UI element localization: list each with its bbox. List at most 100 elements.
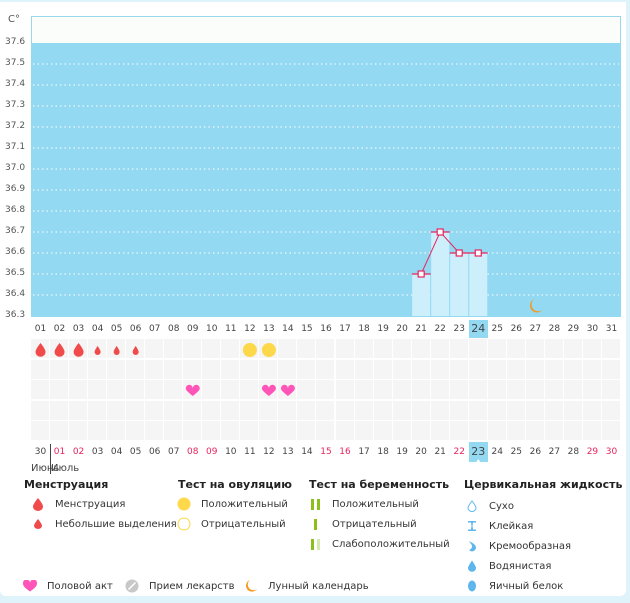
grid-cell[interactable] (259, 380, 278, 399)
grid-cell[interactable] (411, 359, 430, 379)
calendar-date-label[interactable]: 04 (110, 447, 123, 457)
grid-cell[interactable] (563, 400, 582, 420)
cycle-day-label[interactable]: 20 (396, 324, 408, 334)
cycle-day-label[interactable]: 12 (244, 324, 256, 334)
grid-cell[interactable] (411, 421, 430, 440)
cycle-day-label[interactable]: 31 (605, 324, 618, 334)
grid-cell[interactable] (183, 421, 202, 440)
grid-cell[interactable] (487, 421, 506, 440)
grid-cell[interactable] (202, 380, 221, 399)
cycle-day-label[interactable]: 16 (320, 324, 332, 334)
grid-cell[interactable] (487, 359, 506, 379)
grid-cell[interactable] (297, 359, 316, 379)
grid-cell[interactable] (335, 339, 354, 358)
grid-cell[interactable] (164, 400, 183, 420)
cycle-day-label[interactable]: 10 (206, 324, 218, 334)
grid-cell[interactable] (202, 359, 221, 379)
grid-cell[interactable] (354, 359, 373, 379)
grid-cell[interactable] (316, 421, 335, 440)
grid-cell[interactable] (373, 421, 392, 440)
grid-cell[interactable] (525, 400, 544, 420)
grid-cell[interactable] (183, 380, 202, 399)
calendar-date-label[interactable]: 22 (453, 447, 465, 457)
grid-cell[interactable] (240, 400, 259, 420)
cycle-day-label[interactable]: 04 (91, 324, 104, 334)
grid-cell[interactable] (544, 421, 563, 440)
calendar-date-label[interactable]: 01 (53, 447, 66, 457)
calendar-date-label[interactable]: 30 (605, 447, 618, 457)
grid-cell[interactable] (544, 400, 563, 420)
grid-cell[interactable] (221, 400, 240, 420)
grid-cell[interactable] (107, 359, 126, 379)
grid-cell[interactable] (506, 421, 525, 440)
grid-cell[interactable] (563, 359, 582, 379)
grid-cell[interactable] (392, 339, 411, 358)
grid-cell[interactable] (88, 359, 107, 379)
grid-cell[interactable] (69, 380, 88, 399)
grid-cell[interactable] (525, 380, 544, 399)
grid-cell[interactable] (335, 421, 354, 440)
calendar-date-label[interactable]: 28 (567, 447, 580, 457)
calendar-date-label[interactable]: 07 (167, 447, 180, 457)
grid-cell[interactable] (69, 421, 88, 440)
grid-cell[interactable] (582, 400, 601, 420)
grid-cell[interactable] (240, 359, 259, 379)
grid-cell[interactable] (88, 339, 107, 358)
grid-cell[interactable] (354, 339, 373, 358)
cycle-day-label[interactable]: 30 (586, 324, 599, 334)
grid-cell[interactable] (107, 421, 126, 440)
grid-cell[interactable] (31, 339, 49, 358)
grid-cell[interactable] (544, 339, 563, 358)
grid-cell[interactable] (31, 380, 49, 399)
grid-cell[interactable] (145, 359, 164, 379)
cycle-day-label[interactable]: 05 (110, 324, 123, 334)
grid-cell[interactable] (601, 421, 620, 440)
cycle-day-label[interactable]: 26 (510, 324, 523, 334)
grid-cell[interactable] (468, 359, 487, 379)
grid-cell[interactable] (164, 380, 183, 399)
calendar-date-label[interactable]: 06 (148, 447, 161, 457)
grid-cell[interactable] (183, 359, 202, 379)
grid-cell[interactable] (563, 421, 582, 440)
grid-cell[interactable] (278, 421, 297, 440)
calendar-date-label[interactable]: 17 (358, 447, 370, 457)
calendar-date-label[interactable]: 13 (282, 447, 294, 457)
grid-cell[interactable] (335, 400, 354, 420)
grid-cell[interactable] (221, 359, 240, 379)
cycle-day-label[interactable]: 06 (129, 324, 142, 334)
cycle-day-label[interactable]: 08 (167, 324, 180, 334)
grid-cell[interactable] (259, 421, 278, 440)
grid-cell[interactable] (316, 400, 335, 420)
grid-cell[interactable] (69, 339, 88, 358)
grid-cell[interactable] (449, 380, 468, 399)
grid-cell[interactable] (449, 421, 468, 440)
grid-cell[interactable] (145, 339, 164, 358)
grid-cell[interactable] (582, 339, 601, 358)
grid-cell[interactable] (373, 400, 392, 420)
grid-cell[interactable] (506, 380, 525, 399)
grid-cell[interactable] (316, 359, 335, 379)
grid-cell[interactable] (316, 380, 335, 399)
grid-cell[interactable] (316, 339, 335, 358)
grid-cell[interactable] (107, 400, 126, 420)
calendar-date-label[interactable]: 25 (510, 447, 523, 457)
cycle-day-label[interactable]: 09 (187, 324, 199, 334)
grid-cell[interactable] (411, 380, 430, 399)
grid-cell[interactable] (392, 359, 411, 379)
cycle-day-label[interactable]: 24 (468, 320, 488, 338)
calendar-date-label[interactable]: 14 (301, 447, 313, 457)
grid-cell[interactable] (126, 400, 145, 420)
grid-cell[interactable] (278, 380, 297, 399)
grid-cell[interactable] (240, 380, 259, 399)
grid-cell[interactable] (582, 421, 601, 440)
grid-cell[interactable] (259, 359, 278, 379)
grid-cell[interactable] (468, 380, 487, 399)
grid-cell[interactable] (107, 339, 126, 358)
grid-cell[interactable] (164, 421, 183, 440)
cycle-day-label[interactable]: 07 (148, 324, 161, 334)
grid-cell[interactable] (278, 400, 297, 420)
cycle-day-label[interactable]: 02 (53, 324, 66, 334)
cycle-day-label[interactable]: 17 (339, 324, 351, 334)
grid-cell[interactable] (430, 400, 449, 420)
cycle-day-label[interactable]: 11 (225, 324, 237, 334)
